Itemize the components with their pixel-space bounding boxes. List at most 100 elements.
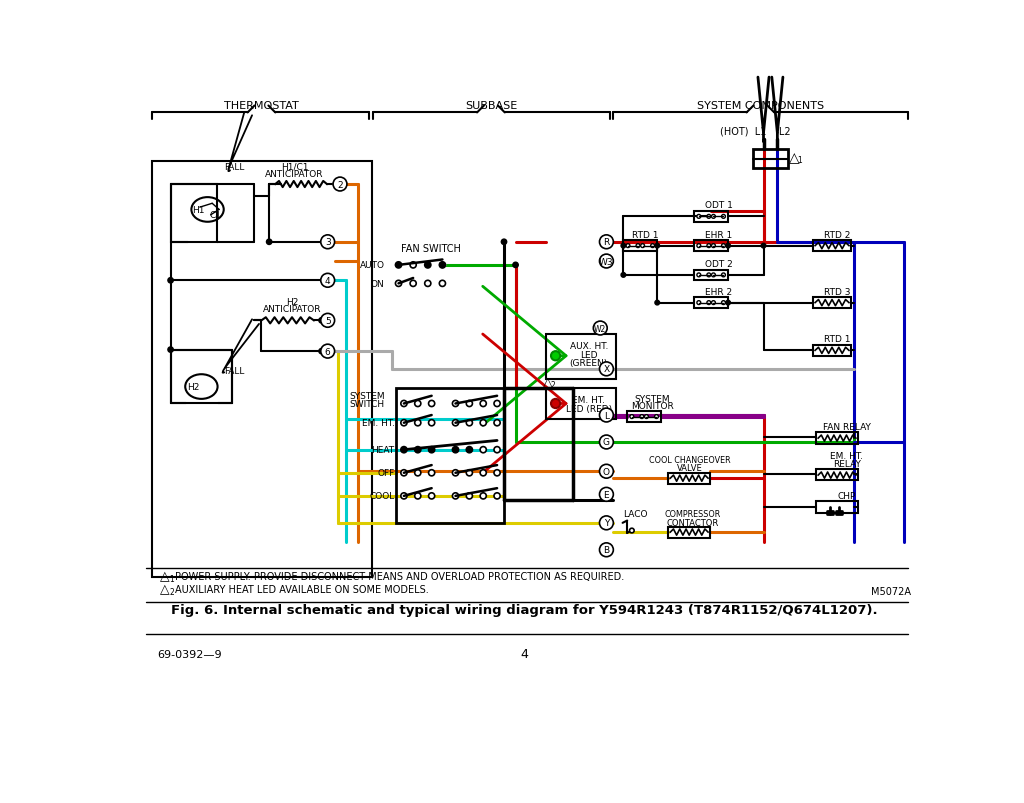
Bar [813,241,851,251]
Bar [753,150,788,169]
Circle shape [321,274,335,287]
Text: Y: Y [604,519,609,528]
Circle shape [480,447,486,453]
Circle shape [453,493,459,499]
Circle shape [425,281,431,287]
Circle shape [466,447,472,453]
Circle shape [494,401,500,407]
Circle shape [722,244,725,248]
Circle shape [650,244,654,248]
Text: L: L [604,411,609,420]
Circle shape [321,344,335,359]
Text: 4: 4 [521,647,528,660]
Circle shape [551,399,560,409]
Circle shape [599,487,613,502]
Text: 4: 4 [325,276,331,285]
Bar [396,389,504,524]
Circle shape [439,263,445,268]
Text: EM. HT.: EM. HT. [830,452,863,461]
Bar [694,212,728,222]
Text: EM. HT.: EM. HT. [361,418,394,428]
Circle shape [415,447,421,453]
Text: FAN SWITCH: FAN SWITCH [401,243,461,254]
Text: 2: 2 [551,381,556,389]
Circle shape [395,281,401,287]
Circle shape [626,244,630,248]
Text: OFF: OFF [378,469,394,478]
Circle shape [429,401,435,407]
Circle shape [439,263,445,269]
Text: SYSTEM COMPONENTS: SYSTEM COMPONENTS [697,101,824,112]
Circle shape [551,352,560,361]
Circle shape [621,244,626,249]
Circle shape [761,244,766,249]
Text: COOL CHANGEOVER: COOL CHANGEOVER [649,455,730,465]
Ellipse shape [191,198,223,222]
Bar [547,389,615,419]
Circle shape [654,415,658,419]
Circle shape [395,263,401,269]
Text: COOL: COOL [370,491,394,501]
Circle shape [410,263,416,269]
Text: ODT 2: ODT 2 [705,259,733,268]
Circle shape [425,263,431,269]
Circle shape [410,263,416,269]
Circle shape [453,401,459,407]
Circle shape [494,420,500,426]
Circle shape [400,401,407,407]
Text: EHR 2: EHR 2 [706,287,732,296]
Text: RTD 2: RTD 2 [824,230,851,239]
Circle shape [480,470,486,476]
Text: AUX. HT.: AUX. HT. [569,342,608,351]
Text: SWITCH: SWITCH [349,399,385,409]
Bar [624,241,657,251]
Circle shape [636,244,640,248]
Circle shape [453,420,459,426]
Circle shape [415,420,421,426]
Circle shape [599,255,613,269]
Ellipse shape [185,375,217,399]
Text: MONITOR: MONITOR [631,402,674,411]
Circle shape [410,281,416,287]
Text: ODT 1: ODT 1 [705,201,733,210]
Bar [816,469,858,481]
Text: 5: 5 [325,316,331,325]
Text: 69-0392—9: 69-0392—9 [158,649,222,659]
Text: RTD 1: RTD 1 [633,230,658,239]
Circle shape [494,493,500,499]
Circle shape [429,447,435,453]
Text: 3: 3 [325,238,331,247]
Text: 2: 2 [337,181,343,190]
Circle shape [429,493,435,499]
Circle shape [707,301,711,305]
Circle shape [333,178,347,192]
Circle shape [439,281,445,287]
Circle shape [712,274,716,278]
Text: H1: H1 [193,206,205,214]
Circle shape [641,244,644,248]
Circle shape [415,470,421,476]
Text: CHP: CHP [838,491,856,501]
Text: G: G [603,438,610,447]
Text: ON: ON [371,279,385,288]
Bar [153,161,372,577]
Text: (HOT)  L1    L2: (HOT) L1 L2 [721,127,792,137]
Bar [694,298,728,308]
Circle shape [621,273,626,278]
Text: SYSTEM: SYSTEM [635,394,671,403]
Circle shape [168,278,173,283]
Text: AUTO: AUTO [359,261,385,270]
Circle shape [630,415,634,419]
Circle shape [400,470,407,476]
Bar [816,433,858,444]
Text: C1: C1 [209,211,221,220]
Text: 2: 2 [169,587,174,596]
Text: △: △ [543,376,553,389]
Bar [171,185,217,243]
Circle shape [726,301,730,305]
Text: X: X [603,365,609,374]
Circle shape [321,314,335,328]
Text: B: B [603,545,609,555]
Circle shape [453,470,459,476]
Text: FALL: FALL [224,366,245,376]
